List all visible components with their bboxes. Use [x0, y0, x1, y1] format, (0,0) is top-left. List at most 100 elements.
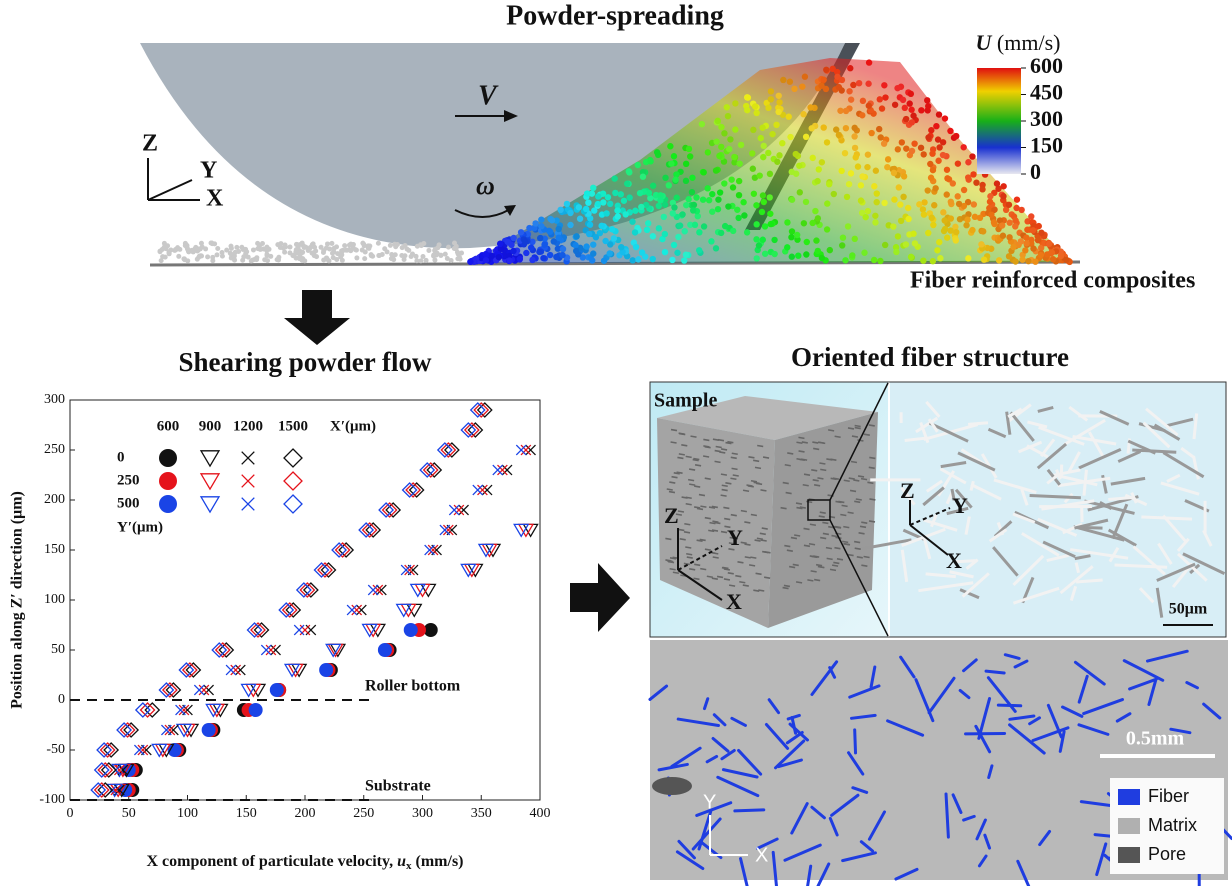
- fiber: [925, 572, 956, 579]
- marker: [378, 502, 394, 518]
- marker: [97, 782, 114, 798]
- particle: [871, 183, 878, 190]
- marker: [439, 524, 451, 536]
- fiber: [677, 839, 696, 860]
- cube-dash: [813, 447, 820, 451]
- particle: [1037, 244, 1045, 252]
- legend-row: 250: [117, 472, 140, 488]
- fiber: [984, 669, 1006, 675]
- particle: [904, 204, 912, 212]
- particle: [842, 257, 849, 264]
- particle: [779, 139, 786, 147]
- particle: [708, 238, 715, 245]
- cube-dash: [720, 494, 727, 497]
- particle: [802, 198, 810, 206]
- particle: [506, 257, 513, 264]
- particle: [929, 166, 937, 174]
- particle: [1025, 257, 1032, 265]
- particle: [647, 158, 654, 165]
- cube-dash: [681, 496, 688, 499]
- particle: [773, 121, 780, 129]
- particle: [820, 76, 827, 83]
- marker: [158, 682, 175, 698]
- fiber: [894, 867, 919, 881]
- particle: [157, 248, 163, 254]
- particle: [964, 216, 971, 223]
- particle: [749, 165, 757, 172]
- particle: [864, 163, 871, 171]
- cube-dash: [709, 521, 716, 525]
- marker: [424, 544, 435, 556]
- particle: [753, 221, 760, 228]
- particle: [423, 257, 429, 263]
- particle: [612, 189, 619, 197]
- marker: [481, 484, 493, 496]
- cube-dash: [782, 586, 789, 590]
- fiber: [767, 698, 781, 715]
- particle: [555, 234, 562, 241]
- particle: [631, 229, 639, 236]
- marker: [320, 562, 337, 578]
- fiber: [790, 715, 798, 735]
- particle: [937, 255, 944, 262]
- fiber: [1122, 659, 1165, 682]
- fiber: [987, 427, 1007, 439]
- chart: Shearing powder flow Position along Z′ d…: [9, 347, 541, 872]
- particle: [916, 201, 923, 208]
- cube-dash: [724, 525, 731, 529]
- particle: [775, 92, 782, 99]
- particle: [814, 177, 821, 185]
- marker: [403, 623, 418, 637]
- fiber: [993, 478, 1037, 494]
- particle: [769, 130, 776, 138]
- marker: [151, 743, 168, 758]
- particle: [809, 219, 816, 227]
- particle: [955, 200, 963, 208]
- fiber: [1049, 468, 1081, 478]
- fiber: [1028, 716, 1041, 726]
- particle: [917, 144, 925, 151]
- fiber: [777, 758, 803, 769]
- fiber: [810, 805, 826, 820]
- marker: [404, 564, 415, 576]
- colorbar-tick-label: 450: [1030, 80, 1063, 105]
- fiber: [786, 713, 801, 721]
- particle: [181, 256, 187, 262]
- particle: [175, 245, 181, 251]
- particle: [943, 191, 950, 198]
- marker: [476, 402, 493, 418]
- particle: [582, 205, 590, 213]
- fiber: [1075, 578, 1103, 584]
- cube-dash: [744, 521, 751, 524]
- particle: [935, 157, 942, 164]
- cube-dash: [757, 444, 764, 448]
- particle: [510, 247, 517, 255]
- particle: [538, 216, 545, 223]
- particle: [969, 153, 976, 160]
- x-tick-label: 50: [122, 806, 136, 821]
- fiber: [915, 416, 939, 434]
- particle: [622, 211, 629, 218]
- fiber: [965, 558, 979, 570]
- marker: [299, 624, 311, 636]
- particle: [731, 159, 738, 166]
- particle: [232, 257, 238, 263]
- fiber: [783, 843, 822, 862]
- particle: [920, 257, 927, 264]
- cube-dash: [868, 520, 876, 523]
- fiber: [1155, 587, 1164, 618]
- particle: [586, 221, 594, 228]
- particle: [649, 182, 657, 189]
- marker: [181, 662, 198, 678]
- fiber: [1142, 421, 1171, 449]
- particle: [970, 201, 978, 208]
- particles: [157, 58, 1073, 266]
- cube-dash: [863, 555, 870, 559]
- particle: [669, 256, 676, 264]
- marker: [123, 722, 140, 738]
- particle: [669, 210, 676, 217]
- particle: [611, 175, 618, 182]
- particle: [1000, 193, 1007, 200]
- particle: [598, 222, 605, 230]
- marker: [400, 564, 412, 576]
